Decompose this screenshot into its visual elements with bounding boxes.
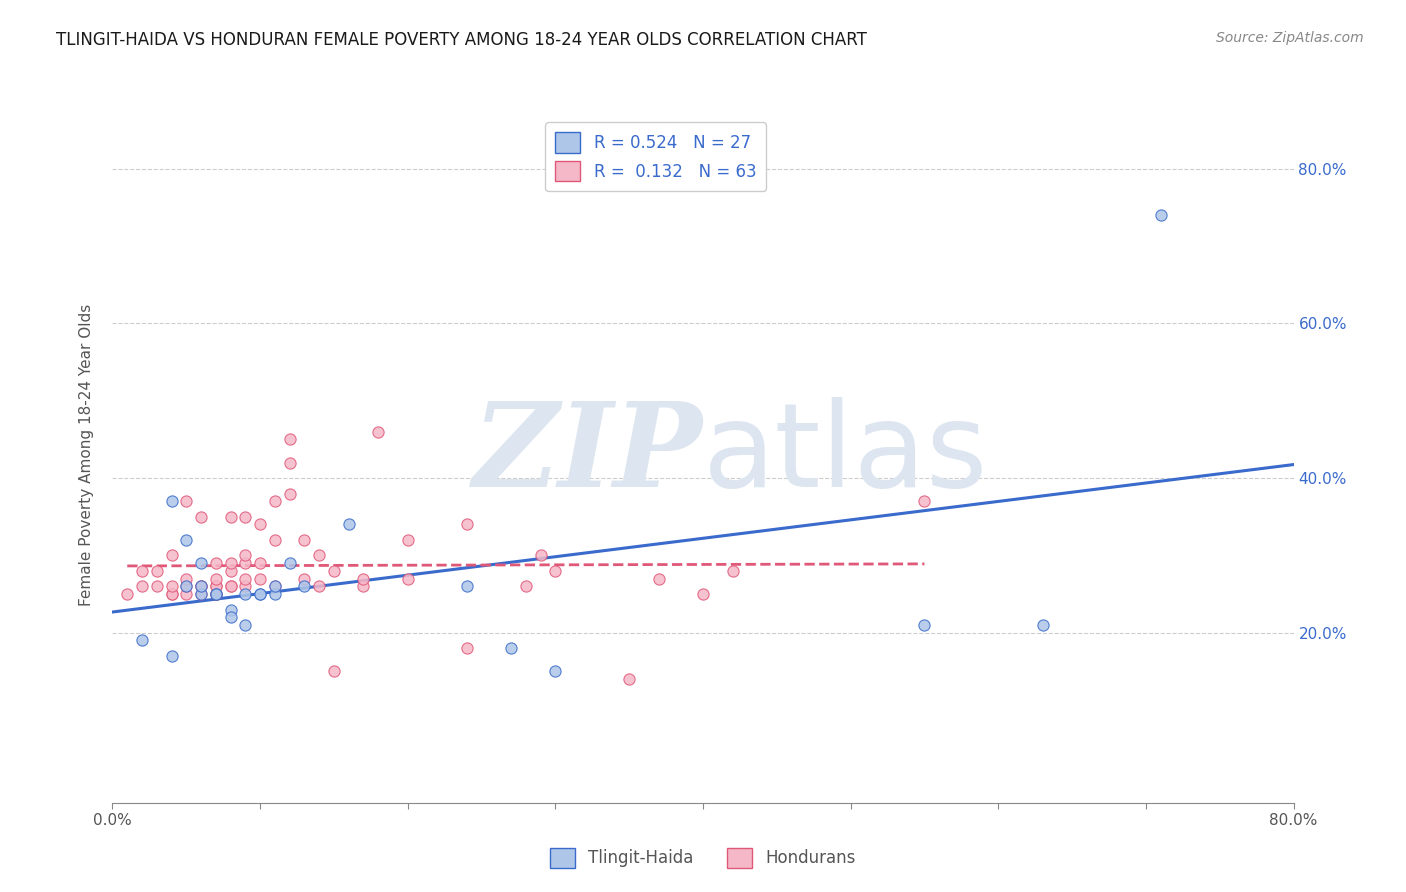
Point bbox=[544, 564, 567, 578]
Text: atlas: atlas bbox=[703, 398, 988, 512]
Point bbox=[292, 572, 315, 586]
Point bbox=[160, 494, 183, 508]
Point bbox=[160, 587, 183, 601]
Point bbox=[396, 533, 419, 547]
Point bbox=[456, 579, 478, 593]
Point bbox=[914, 618, 936, 632]
Point bbox=[219, 509, 242, 524]
Point bbox=[515, 579, 537, 593]
Legend: Tlingit-Haida, Hondurans: Tlingit-Haida, Hondurans bbox=[544, 841, 862, 875]
Point bbox=[146, 579, 169, 593]
Text: Source: ZipAtlas.com: Source: ZipAtlas.com bbox=[1216, 31, 1364, 45]
Point bbox=[205, 587, 228, 601]
Point bbox=[264, 579, 287, 593]
Point bbox=[278, 556, 301, 570]
Point bbox=[292, 533, 315, 547]
Point bbox=[249, 587, 271, 601]
Point bbox=[721, 564, 744, 578]
Point bbox=[278, 433, 301, 447]
Point bbox=[190, 579, 212, 593]
Point bbox=[323, 665, 346, 679]
Point bbox=[352, 572, 374, 586]
Point bbox=[190, 587, 212, 601]
Point bbox=[219, 556, 242, 570]
Point bbox=[205, 572, 228, 586]
Point bbox=[190, 556, 212, 570]
Point bbox=[501, 641, 523, 656]
Point bbox=[233, 579, 256, 593]
Point bbox=[174, 587, 197, 601]
Point bbox=[264, 587, 287, 601]
Point bbox=[456, 641, 478, 656]
Point bbox=[249, 517, 271, 532]
Point bbox=[619, 672, 641, 686]
Point bbox=[160, 587, 183, 601]
Point bbox=[205, 556, 228, 570]
Point bbox=[264, 579, 287, 593]
Point bbox=[233, 509, 256, 524]
Point bbox=[131, 633, 153, 648]
Point bbox=[219, 610, 242, 624]
Legend: R = 0.524   N = 27, R =  0.132   N = 63: R = 0.524 N = 27, R = 0.132 N = 63 bbox=[546, 122, 766, 191]
Point bbox=[205, 587, 228, 601]
Point bbox=[174, 572, 197, 586]
Point bbox=[249, 587, 271, 601]
Point bbox=[233, 572, 256, 586]
Point bbox=[292, 579, 315, 593]
Point bbox=[647, 572, 671, 586]
Point bbox=[117, 587, 138, 601]
Point bbox=[396, 572, 419, 586]
Text: TLINGIT-HAIDA VS HONDURAN FEMALE POVERTY AMONG 18-24 YEAR OLDS CORRELATION CHART: TLINGIT-HAIDA VS HONDURAN FEMALE POVERTY… bbox=[56, 31, 868, 49]
Point bbox=[914, 494, 936, 508]
Y-axis label: Female Poverty Among 18-24 Year Olds: Female Poverty Among 18-24 Year Olds bbox=[79, 304, 94, 606]
Point bbox=[219, 564, 242, 578]
Point bbox=[544, 665, 567, 679]
Point bbox=[278, 486, 301, 500]
Point bbox=[308, 579, 330, 593]
Point bbox=[233, 618, 256, 632]
Point bbox=[131, 579, 153, 593]
Point bbox=[456, 517, 478, 532]
Point bbox=[160, 648, 183, 663]
Point bbox=[323, 564, 346, 578]
Point bbox=[160, 549, 183, 563]
Point bbox=[131, 564, 153, 578]
Point bbox=[337, 517, 360, 532]
Point bbox=[174, 494, 197, 508]
Point bbox=[190, 579, 212, 593]
Point bbox=[219, 579, 242, 593]
Point bbox=[233, 556, 256, 570]
Point bbox=[264, 494, 287, 508]
Point bbox=[160, 579, 183, 593]
Point bbox=[219, 579, 242, 593]
Point bbox=[249, 556, 271, 570]
Point bbox=[190, 579, 212, 593]
Point bbox=[352, 579, 374, 593]
Point bbox=[205, 587, 228, 601]
Point bbox=[692, 587, 714, 601]
Point bbox=[233, 587, 256, 601]
Point bbox=[205, 579, 228, 593]
Text: ZIP: ZIP bbox=[472, 398, 703, 512]
Point bbox=[529, 549, 551, 563]
Point bbox=[174, 533, 197, 547]
Point bbox=[249, 572, 271, 586]
Point bbox=[190, 509, 212, 524]
Point bbox=[219, 602, 242, 616]
Point bbox=[205, 587, 228, 601]
Point bbox=[146, 564, 169, 578]
Point bbox=[174, 579, 197, 593]
Point bbox=[190, 587, 212, 601]
Point bbox=[264, 533, 287, 547]
Point bbox=[174, 579, 197, 593]
Point bbox=[205, 579, 228, 593]
Point bbox=[233, 549, 256, 563]
Point bbox=[278, 456, 301, 470]
Point bbox=[367, 425, 389, 439]
Point bbox=[308, 549, 330, 563]
Point bbox=[1150, 208, 1173, 222]
Point bbox=[1032, 618, 1054, 632]
